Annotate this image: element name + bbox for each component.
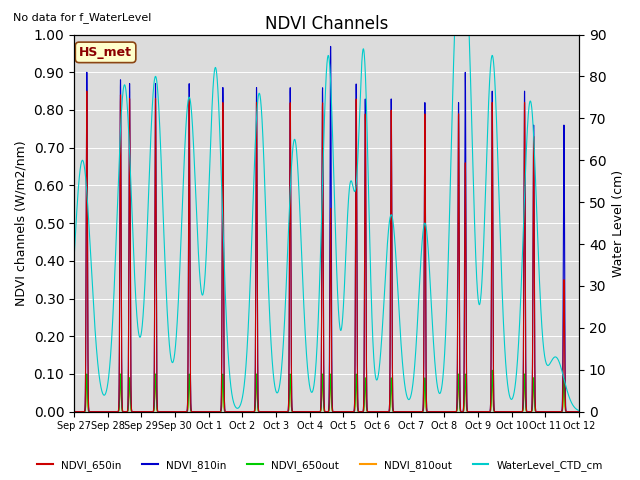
- Title: NDVI Channels: NDVI Channels: [265, 15, 388, 33]
- Text: HS_met: HS_met: [79, 46, 132, 59]
- Y-axis label: NDVI channels (W/m2/nm): NDVI channels (W/m2/nm): [15, 140, 28, 306]
- Legend: NDVI_650in, NDVI_810in, NDVI_650out, NDVI_810out, WaterLevel_CTD_cm: NDVI_650in, NDVI_810in, NDVI_650out, NDV…: [33, 456, 607, 475]
- Text: No data for f_WaterLevel: No data for f_WaterLevel: [13, 12, 151, 23]
- Y-axis label: Water Level (cm): Water Level (cm): [612, 169, 625, 276]
